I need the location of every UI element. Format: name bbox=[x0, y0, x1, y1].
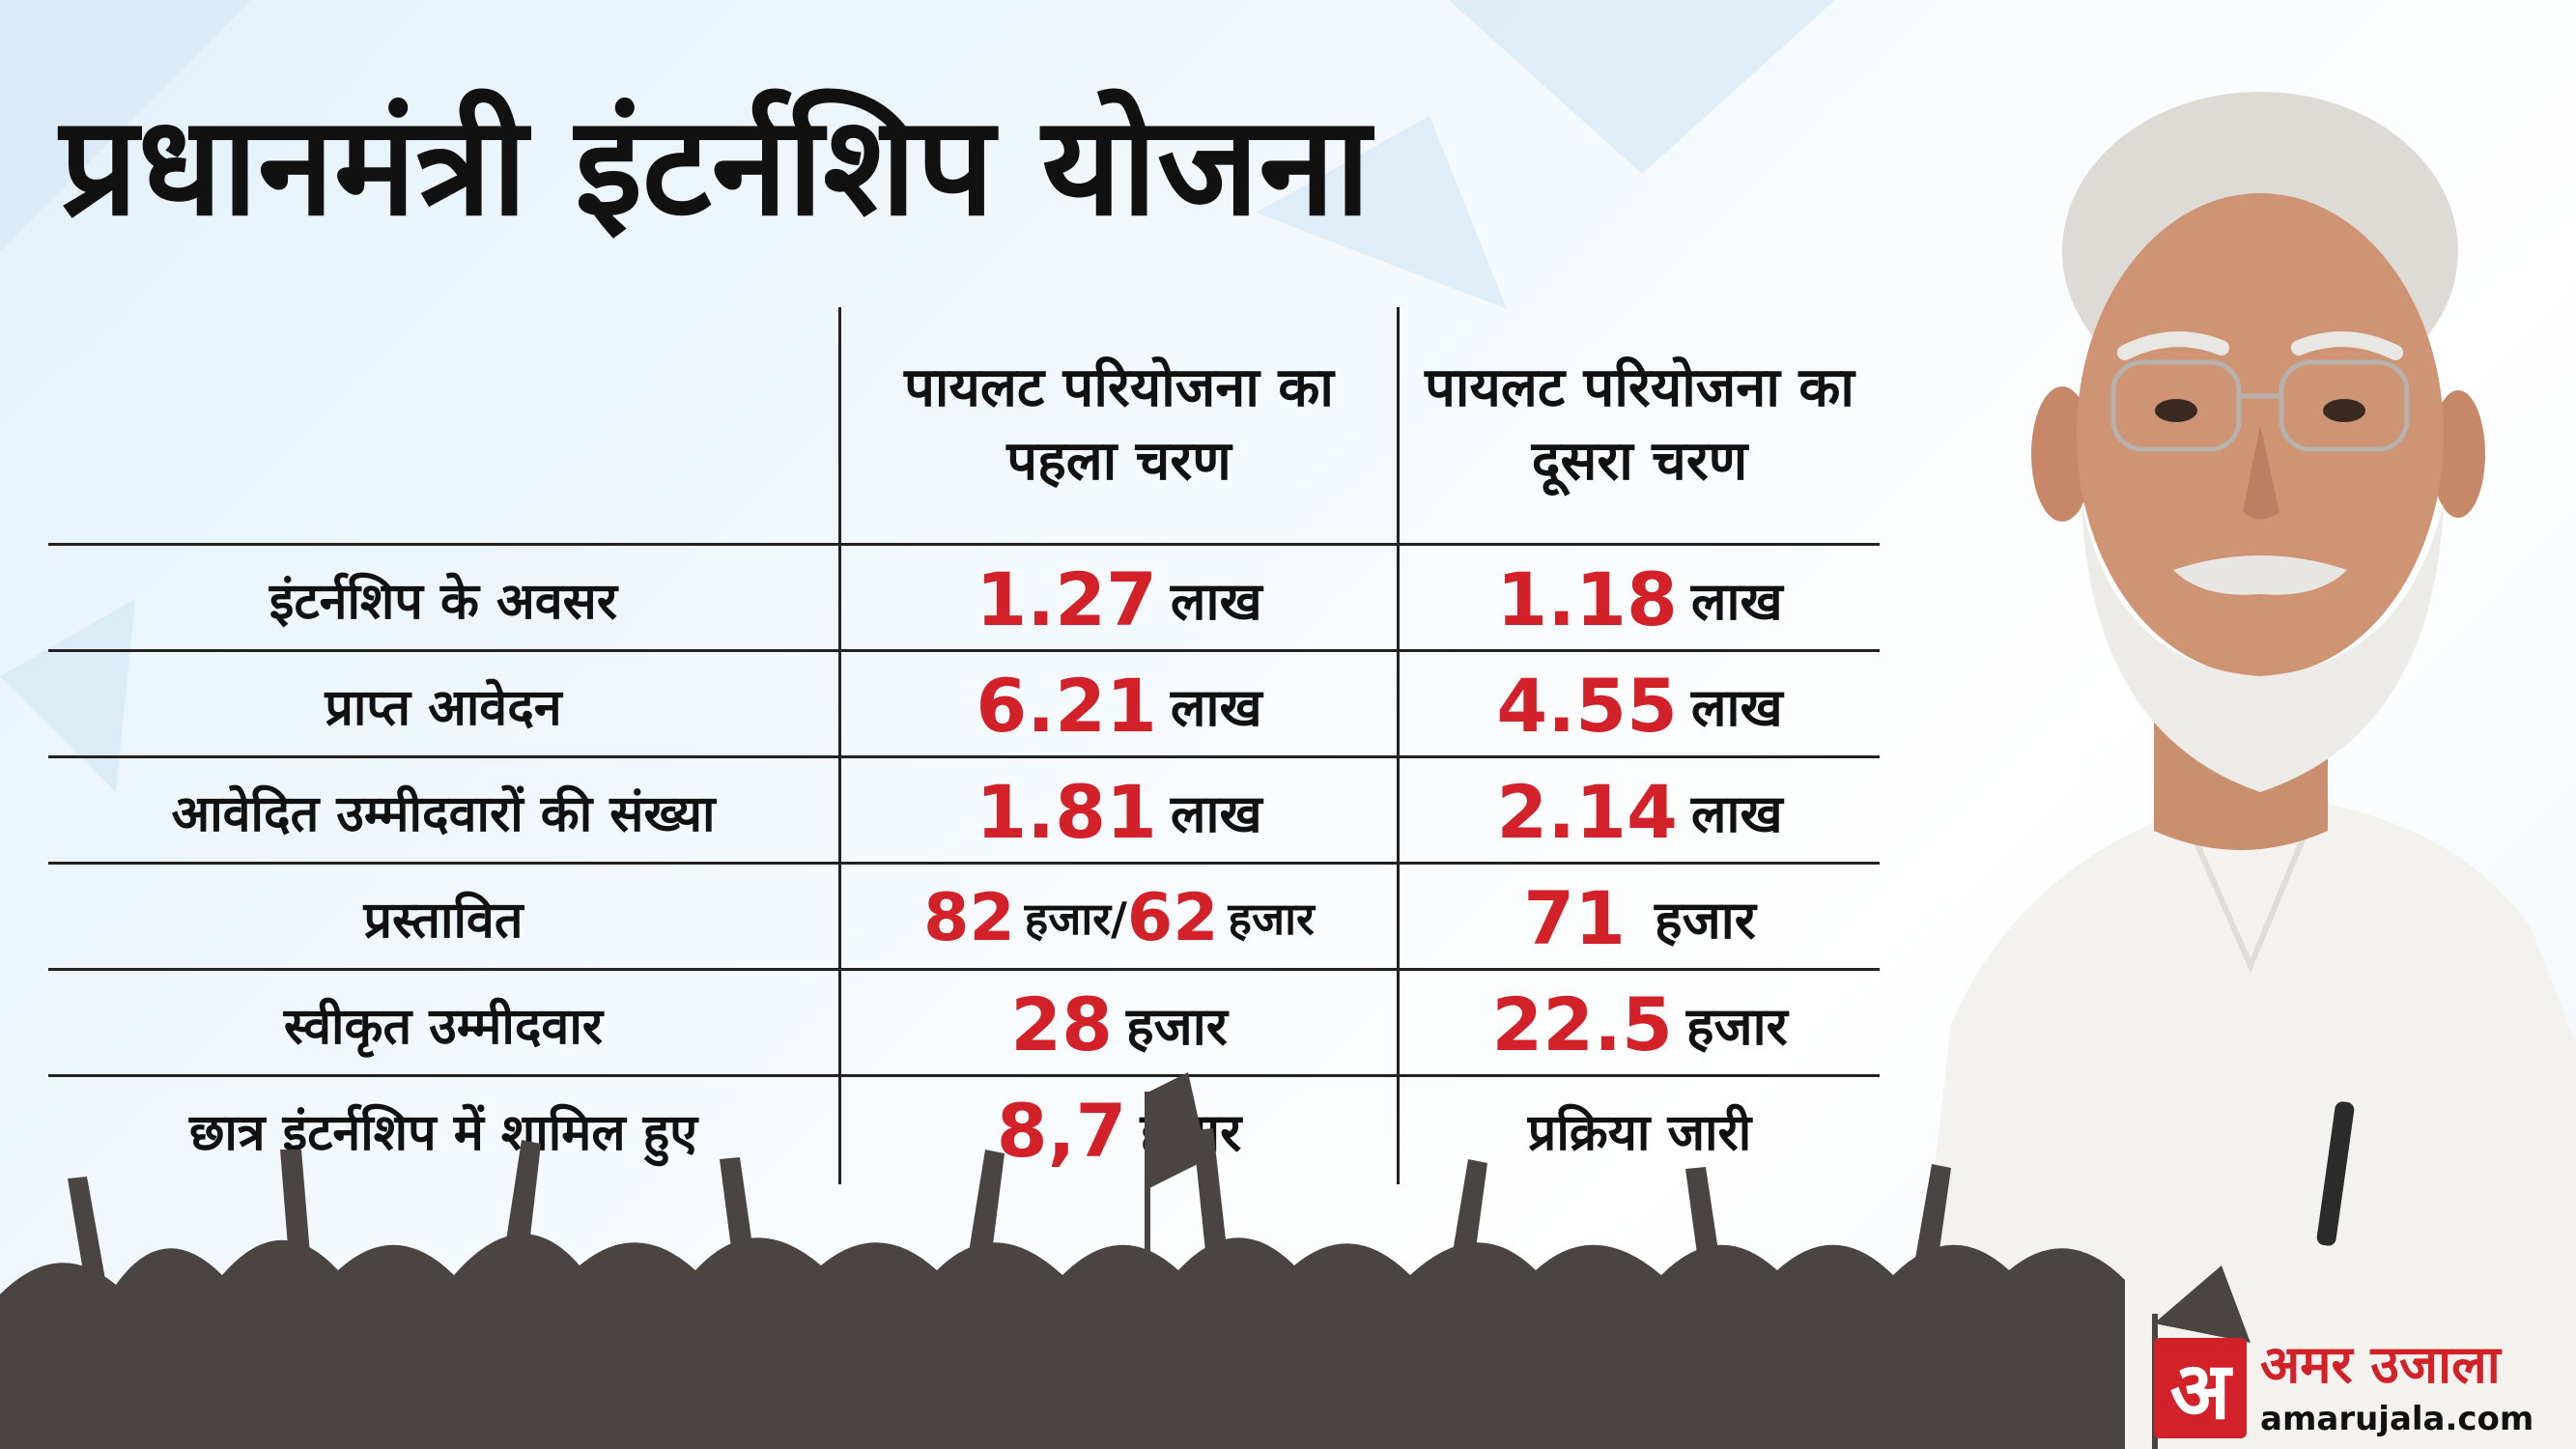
comparison-table: पायलट परियोजना का पहला चरण पायलट परियोजन… bbox=[48, 307, 1880, 1184]
logo-name: अमर उजाला bbox=[2260, 1334, 2501, 1395]
phase-1-value: 1.27 लाख bbox=[841, 546, 1397, 652]
row-divider bbox=[48, 755, 1880, 758]
value-unit: लाख bbox=[1170, 571, 1262, 632]
phase-2-value: 1.18 लाख bbox=[1400, 546, 1880, 652]
value-unit: हजार/ bbox=[1024, 893, 1127, 945]
status-text: प्रक्रिया जारी bbox=[1527, 1103, 1752, 1162]
logo-url: amarujala.com bbox=[2260, 1400, 2534, 1438]
value-unit: हजार bbox=[1685, 996, 1788, 1057]
phase-2-value: 22.5 हजार bbox=[1400, 971, 1880, 1077]
table-row: प्राप्त आवेदन 6.21 लाख 4.55 लाख bbox=[48, 652, 1880, 758]
row-label: इंटर्नशिप के अवसर bbox=[269, 572, 618, 631]
row-label: छात्र इंटर्नशिप में शामिल हुए bbox=[188, 1103, 698, 1162]
phase-1-value: 82 हजार/62 हजार bbox=[841, 865, 1397, 971]
value-number: 1.81 bbox=[976, 768, 1157, 855]
value-number: 4.55 bbox=[1496, 662, 1678, 749]
phase-1-value: 1.81 लाख bbox=[841, 758, 1397, 865]
value-unit: हजार bbox=[1654, 890, 1756, 951]
row-divider bbox=[48, 968, 1880, 971]
phase-2-value: 4.55 लाख bbox=[1400, 652, 1880, 758]
table-row: आवेदित उम्मीदवारों की संख्या 1.81 लाख 2.1… bbox=[48, 758, 1880, 865]
logo-mark: अ bbox=[2154, 1338, 2247, 1438]
value-number: 22.5 bbox=[1491, 980, 1673, 1067]
row-divider bbox=[48, 862, 1880, 865]
column-divider bbox=[838, 307, 841, 1184]
value-unit: लाख bbox=[1690, 677, 1783, 738]
value-unit: लाख bbox=[1690, 571, 1783, 632]
phase-1-value: 28 हजार bbox=[841, 971, 1397, 1077]
value-number: 82 bbox=[923, 879, 1015, 956]
amar-ujala-logo: अ अमर उजाला amarujala.com bbox=[2154, 1334, 2569, 1444]
value-number: 2.14 bbox=[1496, 768, 1678, 855]
row-divider bbox=[48, 543, 1880, 546]
table-row: इंटर्नशिप के अवसर 1.27 लाख 1.18 लाख bbox=[48, 546, 1880, 652]
row-divider bbox=[48, 649, 1880, 652]
phase-2-value: 71 हजार bbox=[1400, 865, 1880, 971]
row-label: स्वीकृत उम्मीदवार bbox=[283, 997, 604, 1056]
row-divider bbox=[48, 1074, 1880, 1077]
phase-2-value: 2.14 लाख bbox=[1400, 758, 1880, 865]
table-row: स्वीकृत उम्मीदवार 28 हजार 22.5 हजार bbox=[48, 971, 1880, 1077]
value-unit: हजार bbox=[1125, 996, 1228, 1057]
value-number: 6.21 bbox=[976, 662, 1157, 749]
phase-2-value: प्रक्रिया जारी bbox=[1400, 1077, 1880, 1183]
row-label: प्रस्तावित bbox=[363, 891, 524, 950]
crowd-silhouette bbox=[0, 1072, 2250, 1449]
value-number: 28 bbox=[1010, 980, 1113, 1067]
phase-1-value: 6.21 लाख bbox=[841, 652, 1397, 758]
value-number: 71 bbox=[1523, 874, 1626, 961]
row-label: प्राप्त आवेदन bbox=[325, 678, 562, 737]
value-unit: लाख bbox=[1170, 677, 1262, 738]
column-header-phase-1: पायलट परियोजना का पहला चरण bbox=[904, 356, 1334, 493]
page-title: प्रधानमंत्री इंटर्नशिप योजना bbox=[60, 87, 1371, 246]
value-unit: लाख bbox=[1690, 783, 1783, 844]
row-label: आवेदित उम्मीदवारों की संख्या bbox=[171, 784, 716, 843]
value-number: 1.27 bbox=[976, 555, 1157, 642]
column-header-phase-2: पायलट परियोजना का दूसरा चरण bbox=[1425, 356, 1854, 493]
value-number: 1.18 bbox=[1496, 555, 1678, 642]
value-number: 8,7 bbox=[996, 1087, 1127, 1174]
value-number-second: 62 bbox=[1126, 879, 1219, 956]
value-unit-second: हजार bbox=[1228, 893, 1315, 945]
column-divider bbox=[1397, 307, 1400, 1184]
table-row: प्रस्तावित 82 हजार/62 हजार 71 हजार bbox=[48, 865, 1880, 971]
value-unit: लाख bbox=[1170, 783, 1262, 844]
